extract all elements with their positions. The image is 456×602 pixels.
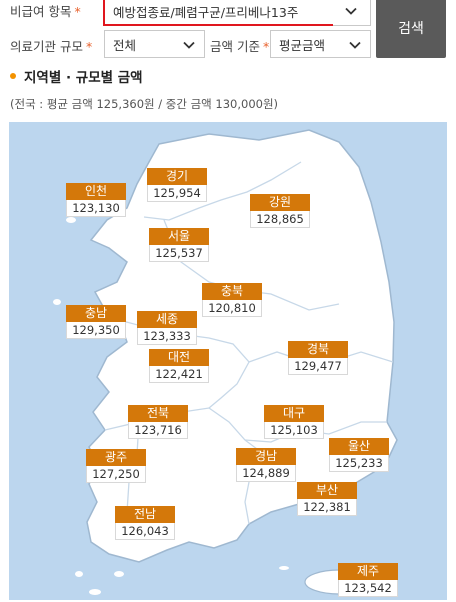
national-summary: (전국 : 평균 금액 125,360원 / 중간 금액 130,000원) — [10, 97, 279, 111]
region-amount: 129,477 — [288, 358, 348, 375]
region-name: 경북 — [288, 341, 348, 358]
region-amount: 123,542 — [338, 580, 398, 597]
region-amount: 123,333 — [137, 328, 197, 345]
region-gangwon[interactable]: 강원 128,865 — [250, 194, 310, 228]
amount-basis-value: 평균금액 — [279, 37, 326, 53]
institution-size-value: 전체 — [113, 37, 137, 53]
region-name: 부산 — [297, 482, 357, 499]
region-chungnam[interactable]: 충남 129,350 — [66, 305, 126, 339]
bullet-icon — [10, 73, 16, 79]
region-name: 세종 — [137, 311, 197, 328]
region-gwangju[interactable]: 광주 127,250 — [86, 449, 146, 483]
chevron-down-icon — [344, 4, 358, 18]
chevron-down-icon — [348, 38, 362, 52]
non-covered-item-select[interactable]: 예방접종료/폐렴구균/프리베나13주 — [103, 0, 366, 26]
region-name: 제주 — [338, 563, 398, 580]
region-amount: 129,350 — [66, 322, 126, 339]
region-sejong[interactable]: 세종 123,333 — [137, 311, 197, 345]
region-name: 울산 — [329, 438, 389, 455]
region-name: 전남 — [115, 506, 175, 523]
region-name: 인천 — [66, 183, 126, 200]
region-chungbuk[interactable]: 충북 120,810 — [202, 283, 262, 317]
region-amount: 125,233 — [329, 455, 389, 472]
region-ulsan[interactable]: 울산 125,233 — [329, 438, 389, 472]
region-seoul[interactable]: 서울 125,537 — [149, 228, 209, 262]
region-jeonbuk[interactable]: 전북 123,716 — [128, 405, 188, 439]
region-amount: 127,250 — [86, 466, 146, 483]
region-name: 대전 — [149, 349, 209, 366]
non-covered-item-dropdown-button[interactable] — [333, 0, 371, 26]
chevron-down-icon — [182, 38, 196, 52]
region-name: 경남 — [236, 448, 296, 465]
region-map: 인천 123,130 경기 125,954 강원 128,865 서울 125,… — [9, 122, 447, 600]
region-amount: 125,537 — [149, 245, 209, 262]
institution-size-select[interactable]: 전체 — [104, 30, 205, 58]
region-amount: 123,716 — [128, 422, 188, 439]
institution-size-label: 의료기관 규모 * — [10, 39, 93, 54]
non-covered-item-label: 비급여 항목 * — [10, 4, 81, 19]
region-name: 강원 — [250, 194, 310, 211]
region-daegu[interactable]: 대구 125,103 — [264, 405, 324, 439]
region-amount: 125,954 — [147, 185, 207, 202]
search-button[interactable]: 검색 — [376, 0, 446, 58]
amount-basis-label: 금액 기준 * — [210, 39, 270, 54]
region-name: 대구 — [264, 405, 324, 422]
region-name: 서울 — [149, 228, 209, 245]
region-name: 충남 — [66, 305, 126, 322]
region-gyeongnam[interactable]: 경남 124,889 — [236, 448, 296, 482]
region-gyeongbuk[interactable]: 경북 129,477 — [288, 341, 348, 375]
amount-basis-select[interactable]: 평균금액 — [270, 30, 371, 58]
section-title: 지역별 · 규모별 금액 — [10, 66, 143, 86]
region-amount: 120,810 — [202, 300, 262, 317]
region-amount: 122,421 — [149, 366, 209, 383]
region-amount: 126,043 — [115, 523, 175, 540]
region-amount: 122,381 — [297, 499, 357, 516]
region-daejeon[interactable]: 대전 122,421 — [149, 349, 209, 383]
region-jeju[interactable]: 제주 123,542 — [338, 563, 398, 597]
section-title-text: 지역별 · 규모별 금액 — [24, 70, 143, 86]
non-covered-item-value: 예방접종료/폐렴구균/프리베나13주 — [113, 4, 299, 20]
region-amount: 123,130 — [66, 200, 126, 217]
region-jeonnam[interactable]: 전남 126,043 — [115, 506, 175, 540]
region-name: 경기 — [147, 168, 207, 185]
region-name: 전북 — [128, 405, 188, 422]
region-amount: 125,103 — [264, 422, 324, 439]
region-amount: 124,889 — [236, 465, 296, 482]
region-name: 광주 — [86, 449, 146, 466]
region-gyeonggi[interactable]: 경기 125,954 — [147, 168, 207, 202]
region-name: 충북 — [202, 283, 262, 300]
region-amount: 128,865 — [250, 211, 310, 228]
region-incheon[interactable]: 인천 123,130 — [66, 183, 126, 217]
region-busan[interactable]: 부산 122,381 — [297, 482, 357, 516]
